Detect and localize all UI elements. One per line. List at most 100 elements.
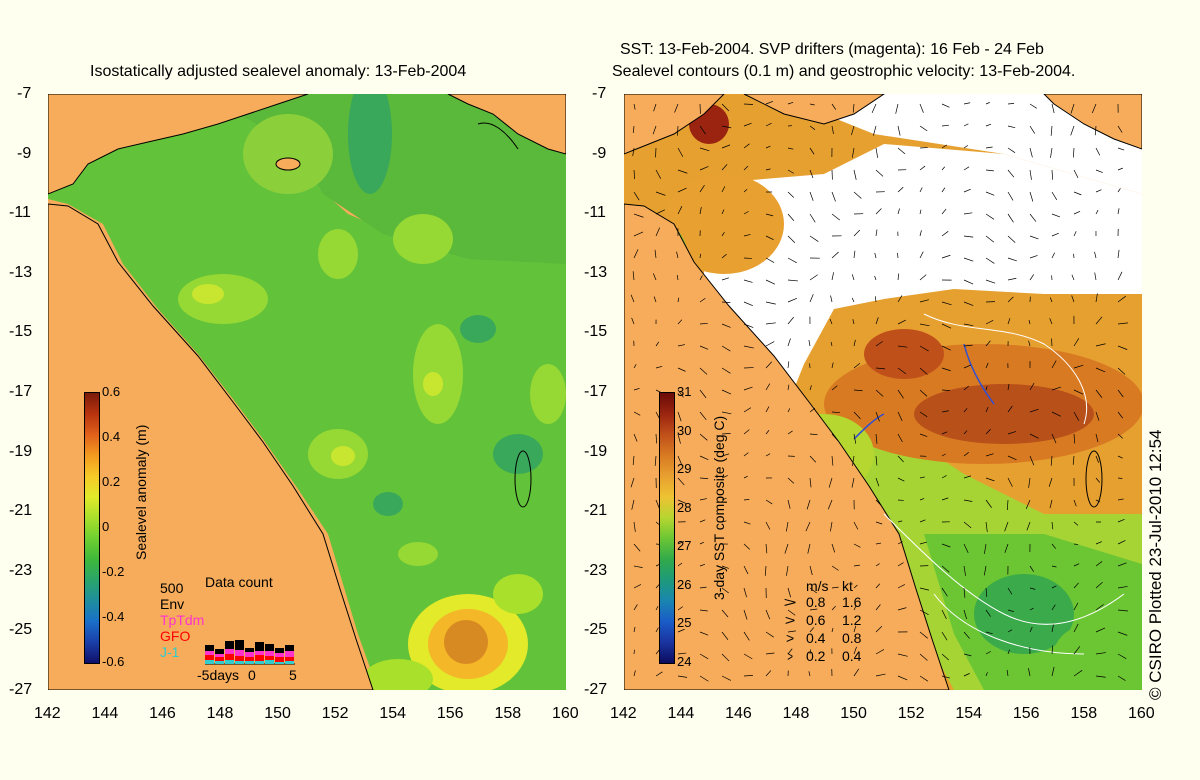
- velocity-arrow: [831, 627, 834, 633]
- velocity-arrow: [897, 147, 906, 155]
- data-count-bar: [275, 653, 284, 657]
- velocity-arrow: [963, 166, 970, 171]
- velocity-arrow: [1095, 367, 1106, 373]
- velocity-arrow: [1051, 521, 1054, 530]
- velocity-arrow: [743, 565, 749, 575]
- sensor-env: Env: [160, 596, 185, 612]
- velocity-arrow: [985, 257, 995, 264]
- velocity-arrow: [875, 389, 884, 397]
- velocity-arrow: [919, 519, 926, 523]
- velocity-arrow: [875, 521, 883, 525]
- velocity-arrow: [897, 477, 905, 482]
- y-tick-right: -11: [584, 204, 606, 222]
- data-count-title: Data count: [205, 574, 273, 590]
- velocity-arrow: [1073, 563, 1080, 567]
- velocity-arrow: [743, 609, 748, 620]
- velocity-arrow: [633, 249, 639, 259]
- velocity-arrow: [805, 521, 811, 532]
- velocity-arrow: [787, 297, 798, 303]
- velocity-arrow: [632, 455, 635, 466]
- velocity-arrow: [875, 604, 881, 611]
- colorbar-tick: 25: [677, 615, 692, 631]
- velocity-arrow: [677, 206, 683, 215]
- velocity-arrow: [897, 295, 903, 303]
- data-count-bar: [225, 641, 234, 649]
- velocity-arrow: [787, 630, 796, 633]
- velocity-arrow: [809, 565, 813, 576]
- velocity-arrow: [677, 147, 684, 157]
- y-tick-right: -15: [584, 323, 608, 341]
- data-count-bar: [265, 656, 274, 660]
- velocity-arrow: [787, 213, 795, 221]
- velocity-arrow: [787, 477, 795, 484]
- velocity-arrow: [765, 145, 771, 149]
- velocity-arrow: [809, 235, 819, 242]
- velocity-arrow: [1051, 585, 1057, 589]
- velocity-arrow: [853, 411, 861, 420]
- plot-credit: © CSIRO Plotted 23-Jul-2010 12:54: [1146, 429, 1165, 700]
- velocity-arrow: [1049, 297, 1053, 303]
- velocity-arrow: [630, 477, 635, 488]
- velocity-arrow: [829, 318, 833, 325]
- x-tick-right: 144: [667, 705, 695, 722]
- velocity-arrow: [1095, 604, 1104, 611]
- velocity-arrow: [721, 497, 727, 501]
- y-tick-left: -7: [17, 85, 32, 102]
- velocity-arrow: [677, 389, 684, 398]
- velocity-arrow: [1029, 125, 1036, 134]
- velocity-arrow: [699, 455, 709, 460]
- velocity-arrow: [721, 186, 726, 193]
- velocity-arrow: [1117, 631, 1128, 636]
- velocity-arrow: [806, 499, 811, 510]
- velocity-arrow: [963, 279, 974, 285]
- velocity-arrow: [633, 433, 638, 442]
- colorbar-tick: -0.2: [102, 564, 125, 579]
- velocity-arrow: [721, 475, 728, 479]
- velocity-arrow: [1029, 607, 1034, 611]
- velocity-arrow: [633, 191, 640, 201]
- velocity-arrow: [1073, 433, 1076, 444]
- velocity-arrow: [875, 455, 878, 466]
- velocity-arrow: [743, 323, 754, 328]
- velocity-arrow: [1029, 213, 1037, 222]
- y-tick-right: -7: [592, 85, 607, 102]
- velocity-arrow: [787, 384, 790, 391]
- velocity-arrow: [985, 477, 995, 482]
- velocity-arrow: [1117, 208, 1120, 215]
- y-tick-right: -27: [584, 681, 608, 698]
- velocity-arrow: [1094, 125, 1097, 136]
- velocity-arrow: [632, 147, 635, 157]
- velocity-arrow: [633, 411, 641, 416]
- velocity-arrow: [1007, 277, 1017, 281]
- velocity-arrow: [699, 322, 708, 325]
- sealevel-anomaly-map: [48, 94, 566, 690]
- velocity-arrow: [721, 675, 731, 681]
- velocity-arrow: [919, 323, 930, 327]
- velocity-arrow: [633, 103, 636, 110]
- velocity-arrow: [985, 385, 988, 391]
- velocity-legend-ms: 0.4: [806, 630, 826, 646]
- velocity-arrow: [941, 301, 952, 306]
- velocity-arrow: [765, 122, 772, 127]
- sealevel-colorbar: [84, 392, 100, 664]
- velocity-arrow: [1048, 477, 1053, 487]
- velocity-arrow: [985, 521, 988, 532]
- velocity-arrow: [831, 362, 834, 369]
- velocity-arrow: [677, 477, 685, 486]
- velocity-arrow: [677, 562, 683, 567]
- velocity-arrow: [831, 565, 839, 571]
- velocity-arrow: [721, 301, 731, 303]
- x-tick-right: 154: [955, 705, 983, 722]
- velocity-arrow: [852, 103, 855, 113]
- velocity-arrow: [875, 433, 878, 444]
- velocity-arrow: [853, 250, 856, 259]
- velocity-arrow: [919, 230, 922, 237]
- velocity-arrow: [1029, 626, 1033, 633]
- velocity-arrow: [853, 584, 858, 589]
- velocity-arrow: [875, 477, 880, 487]
- velocity-arrow: [875, 208, 882, 215]
- velocity-arrow: [853, 668, 860, 677]
- velocity-arrow: [743, 653, 753, 660]
- velocity-arrow: [1117, 249, 1120, 259]
- velocity-arrow: [851, 297, 855, 303]
